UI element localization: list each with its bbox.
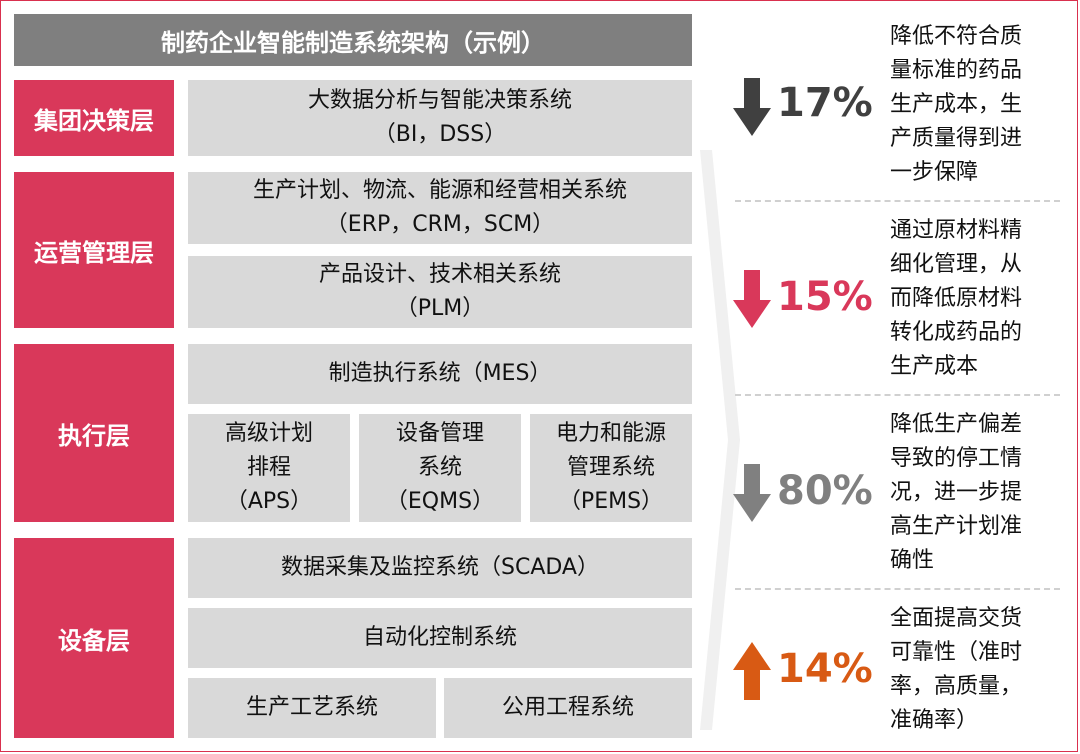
benefit-value: 15%	[777, 274, 873, 320]
system-erp: 生产计划、物流、能源和经营相关系统 （ERP，CRM，SCM）	[188, 172, 692, 244]
system-mes: 制造执行系统（MES）	[188, 344, 692, 404]
system-scada: 数据采集及监控系统（SCADA）	[188, 538, 692, 598]
benefit-description: 降低不符合质 量标准的药品 生产成本，生 产质量得到进 一步保障	[890, 24, 1023, 185]
system-aps: 高级计划 排程 （APS）	[188, 414, 350, 522]
diagram-title: 制药企业智能制造系统架构（示例）	[14, 14, 692, 66]
layer-equipment: 设备层	[14, 538, 174, 738]
divider	[735, 200, 1060, 202]
benefit-description: 通过原材料精 细化管理，从 而降低原材料 转化成药品的 生产成本	[890, 218, 1023, 379]
benefit-description: 全面提高交货 可靠性（准时 率，高质量， 准确率）	[890, 606, 1023, 733]
system-bi: 大数据分析与智能决策系统 （BI，DSS）	[188, 80, 692, 156]
chevron-shape	[700, 150, 740, 730]
divider	[735, 394, 1060, 396]
benefit-value: 17%	[777, 80, 873, 126]
arrow-down-icon	[733, 78, 771, 136]
arrow-down-icon	[733, 464, 771, 522]
system-utility: 公用工程系统	[444, 678, 692, 738]
layer-execution: 执行层	[14, 344, 174, 522]
system-eqms: 设备管理 系统 （EQMS）	[359, 414, 521, 522]
system-pems: 电力和能源 管理系统 （PEMS）	[530, 414, 692, 522]
benefit-description: 降低生产偏差 导致的停工情 况，进一步提 高生产计划准 确性	[890, 412, 1023, 573]
system-process: 生产工艺系统	[188, 678, 436, 738]
arrow-down-icon	[733, 270, 771, 328]
divider	[735, 588, 1060, 590]
benefit-value: 14%	[777, 646, 873, 692]
benefit-value: 80%	[777, 468, 873, 514]
layer-operations: 运营管理层	[14, 172, 174, 328]
arrow-up-icon	[733, 642, 771, 700]
system-automation: 自动化控制系统	[188, 608, 692, 668]
system-plm: 产品设计、技术相关系统 （PLM）	[188, 256, 692, 328]
layer-decision: 集团决策层	[14, 80, 174, 156]
